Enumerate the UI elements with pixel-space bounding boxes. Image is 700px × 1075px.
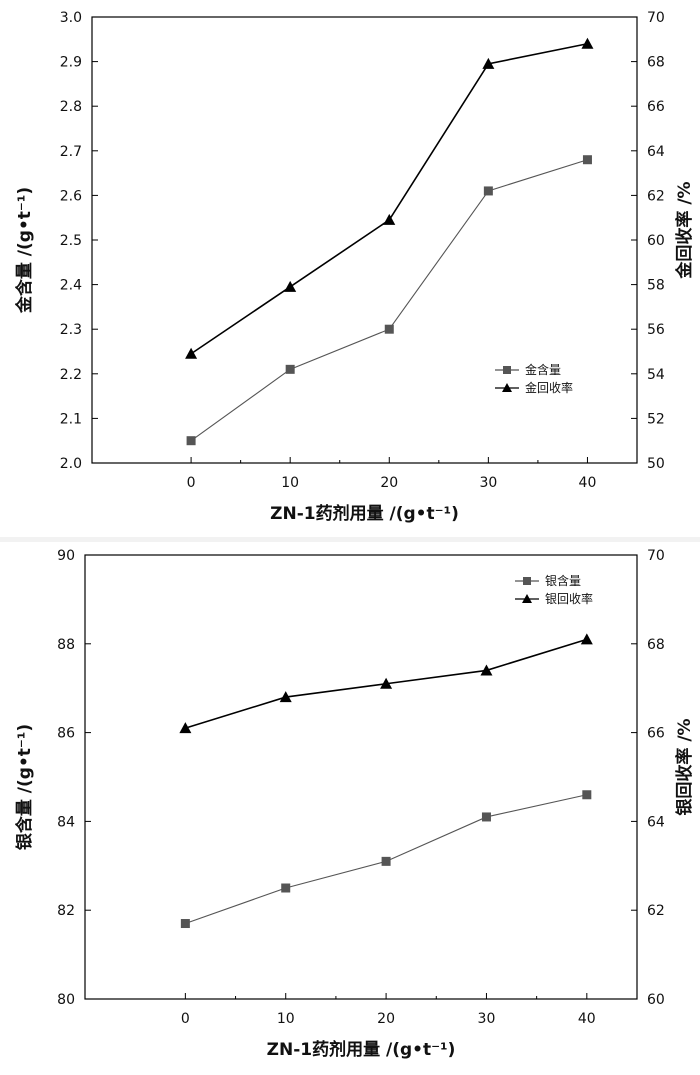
- x-tick-label: 0: [187, 475, 196, 491]
- data-point-square: [582, 790, 592, 800]
- y-tick-label: 86: [57, 726, 75, 742]
- legend-label: 金含量: [525, 362, 561, 377]
- y2-axis-title: 金回收率 /%: [674, 181, 695, 279]
- y2-tick-label: 60: [647, 233, 665, 249]
- y2-tick-label: 68: [647, 637, 665, 653]
- y-tick-label: 2.8: [60, 99, 82, 115]
- legend-label: 银含量: [545, 573, 581, 588]
- data-point-triangle: [380, 677, 393, 689]
- data-point-triangle: [480, 664, 493, 676]
- y-tick-label: 2.0: [60, 456, 82, 472]
- chart-2: 0 10 20 30 40 80 82 84 86 88 90 60 62 64 66 68 70 ZN-1药剂用…: [14, 548, 695, 1060]
- y2-tick-label: 56: [647, 322, 665, 338]
- data-point-square: [582, 155, 592, 165]
- x-axis-title: ZN-1药剂用量 /(g•t⁻¹): [270, 503, 459, 524]
- data-point-triangle: [185, 347, 198, 359]
- series-line-2: [190, 42, 588, 355]
- y2-tick-label: 64: [647, 144, 665, 160]
- data-point-square: [384, 324, 394, 334]
- x-tick-label: 10: [277, 1011, 295, 1027]
- data-point-triangle: [284, 280, 297, 292]
- y-axis-title: 金含量 /(g•t⁻¹): [14, 187, 35, 314]
- y2-tick-label: 64: [647, 814, 665, 830]
- plot-frame: [91, 16, 638, 464]
- y-tick-label: 2.5: [60, 233, 82, 249]
- y-tick-label: 2.9: [60, 55, 82, 71]
- y-tick-label: 3.0: [60, 10, 82, 26]
- legend-marker-triangle: [502, 383, 512, 392]
- y2-tick-label: 66: [647, 726, 665, 742]
- y-tick-label: 2.3: [60, 322, 82, 338]
- y-tick-label: 2.1: [60, 411, 82, 427]
- x-tick-label: 30: [478, 1011, 496, 1027]
- legend-marker-square: [523, 577, 531, 585]
- y-tick-label: 88: [57, 637, 75, 653]
- y-tick-label: 2.2: [60, 367, 82, 383]
- data-point-triangle: [179, 722, 192, 734]
- data-point-triangle: [580, 633, 593, 645]
- y-tick-label: 2.6: [60, 188, 82, 204]
- y2-tick-label: 54: [647, 367, 665, 383]
- y-tick-label: 90: [57, 548, 75, 564]
- y2-tick-label: 70: [647, 10, 665, 26]
- data-point-square: [180, 919, 190, 929]
- x-tick-label: 20: [377, 1011, 395, 1027]
- legend-label: 银回收率: [545, 591, 593, 606]
- x-tick-label: 40: [579, 475, 597, 491]
- data-point-triangle: [383, 213, 396, 225]
- chart-divider: [0, 537, 700, 542]
- y2-tick-label: 58: [647, 278, 665, 294]
- legend-marker-square: [503, 366, 511, 374]
- x-tick-label: 40: [578, 1011, 596, 1027]
- data-point-square: [483, 186, 493, 196]
- y2-axis-title: 银回收率 /%: [674, 718, 695, 815]
- series-line-1: [190, 159, 588, 442]
- legend-marker-triangle: [522, 594, 532, 603]
- y-tick-label: 2.7: [60, 144, 82, 160]
- data-point-square: [186, 436, 196, 446]
- plot-frame: [84, 554, 638, 1000]
- chart-1: 0 10 20 30 40 2.0 2.1 2.2 2.3 2.4 2.5 2.6 2.7 2.8 2.9 3…: [14, 10, 695, 524]
- data-point-triangle: [581, 37, 594, 49]
- data-point-square: [481, 812, 491, 822]
- y2-tick-label: 60: [647, 992, 665, 1008]
- y-tick-label: 82: [57, 903, 75, 919]
- y2-tick-label: 68: [647, 55, 665, 71]
- data-point-triangle: [279, 691, 292, 703]
- x-tick-label: 20: [380, 475, 398, 491]
- x-tick-label: 30: [479, 475, 497, 491]
- data-point-square: [381, 856, 391, 866]
- y2-tick-label: 66: [647, 99, 665, 115]
- x-tick-label: 0: [181, 1011, 190, 1027]
- y-tick-label: 84: [57, 814, 75, 830]
- legend-label: 金回收率: [525, 380, 573, 395]
- data-point-square: [281, 883, 291, 893]
- x-tick-label: 10: [281, 475, 299, 491]
- y-axis-title: 银含量 /(g•t⁻¹): [14, 724, 35, 850]
- y-tick-label: 80: [57, 992, 75, 1008]
- y-tick-label: 2.4: [60, 278, 82, 294]
- y2-tick-label: 70: [647, 548, 665, 564]
- y2-tick-label: 52: [647, 411, 665, 427]
- x-axis-title: ZN-1药剂用量 /(g•t⁻¹): [267, 1039, 456, 1060]
- data-point-triangle: [482, 57, 495, 69]
- y2-tick-label: 62: [647, 188, 665, 204]
- y2-tick-label: 62: [647, 903, 665, 919]
- data-point-square: [285, 364, 295, 374]
- y2-tick-label: 50: [647, 456, 665, 472]
